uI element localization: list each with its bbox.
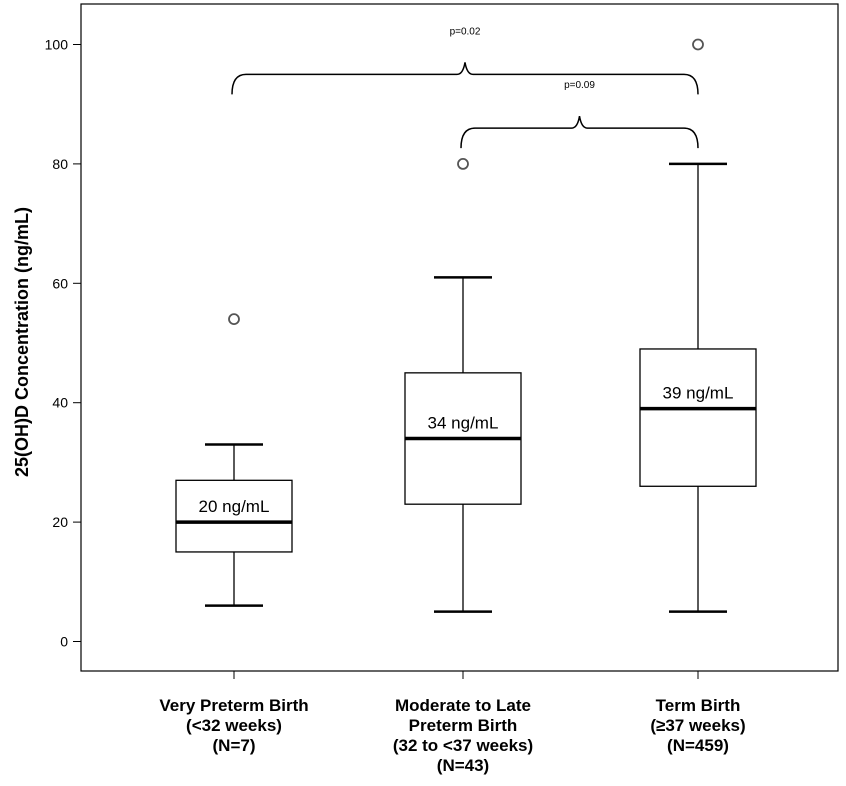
median-value-label: 34 ng/mL <box>428 414 499 433</box>
significance-bracket <box>231 62 699 95</box>
outlier-point <box>692 38 704 51</box>
y-axis-title: 25(OH)D Concentration (ng/mL) <box>12 207 32 477</box>
y-tick-label: 0 <box>60 634 68 650</box>
x-category-label: Very Preterm Birth (<32 weeks) (N=7) <box>159 696 308 755</box>
box-group: 34 ng/mL <box>404 157 522 613</box>
outlier-point <box>457 157 469 170</box>
y-tick-label: 100 <box>45 37 69 53</box>
median-value-label: 20 ng/mL <box>199 497 270 516</box>
iqr-box <box>639 348 757 487</box>
median-value-label: 39 ng/mL <box>663 384 734 403</box>
box-series: 20 ng/mL 34 ng/mL 39 ng/mL <box>175 38 757 613</box>
x-category-label: Term Birth (≥37 weeks) (N=459) <box>650 696 745 755</box>
comparison-brackets: p=0.02 p=0.09 <box>231 26 699 149</box>
iqr-box <box>175 479 293 553</box>
box-group: 20 ng/mL <box>175 313 293 607</box>
y-tick-label: 20 <box>52 514 68 530</box>
outlier-point <box>228 313 240 326</box>
y-axis: 0 20 40 60 80 100 <box>45 37 81 650</box>
y-tick-label: 40 <box>52 395 68 411</box>
significance-bracket <box>460 115 699 149</box>
x-axis: Very Preterm Birth (<32 weeks) (N=7) Modera… <box>159 671 746 775</box>
plot-frame <box>80 3 839 672</box>
box-group: 39 ng/mL <box>639 38 757 613</box>
p-value-label: p=0.02 <box>450 26 481 37</box>
x-category-label: Moderate to Late Preterm Birth (32 to <37 … <box>393 696 533 775</box>
y-tick-label: 60 <box>52 275 68 291</box>
y-tick-label: 80 <box>52 156 68 172</box>
p-value-label: p=0.09 <box>564 80 595 91</box>
